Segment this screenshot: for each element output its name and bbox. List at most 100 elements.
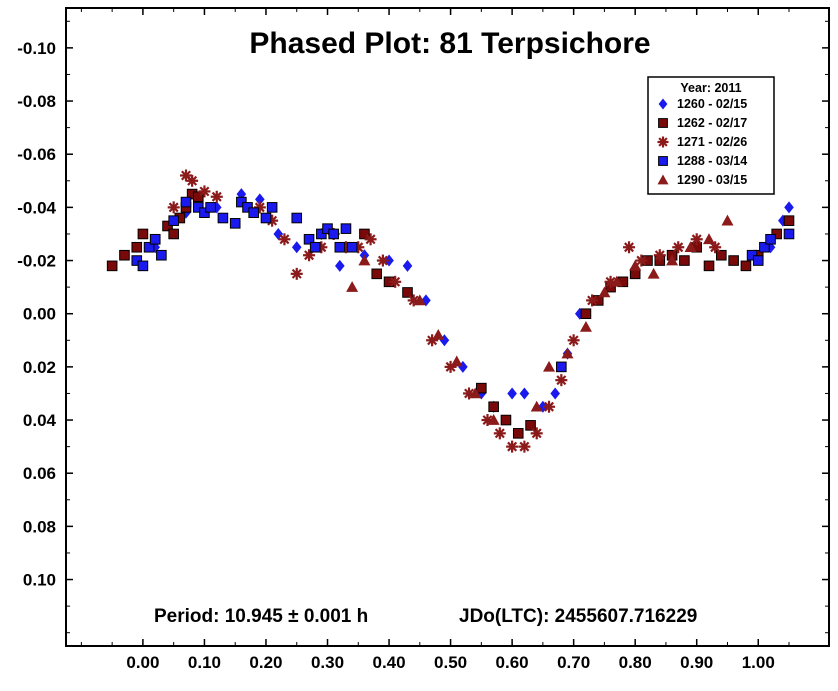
data-point-series-4 bbox=[322, 223, 333, 234]
legend-entry-4: 1288 - 03/14 bbox=[677, 154, 747, 168]
data-point-series-1 bbox=[421, 294, 431, 307]
data-point-series-5 bbox=[610, 275, 623, 287]
data-point-series-5 bbox=[450, 355, 463, 367]
legend-entry-3: 1271 - 02/26 bbox=[677, 135, 747, 149]
x-tick-label: 0.40 bbox=[372, 653, 405, 672]
data-point-series-4 bbox=[556, 361, 567, 373]
data-point-series-4 bbox=[291, 212, 303, 224]
data-point-series-4 bbox=[260, 212, 272, 224]
x-tick-label: 0.00 bbox=[126, 653, 159, 672]
x-axis: 0.00 0.10 0.20 0.30 0.40 0.50 0.60 0.70 0.80 0.90… bbox=[80, 8, 790, 672]
data-point-series-2 bbox=[500, 414, 512, 426]
x-tick-label: 0.30 bbox=[311, 653, 344, 672]
data-point-series-4 bbox=[783, 228, 795, 240]
data-point-series-1 bbox=[335, 259, 345, 272]
data-point-series-4 bbox=[759, 241, 770, 253]
data-point-series-5 bbox=[358, 254, 371, 266]
y-tick-label: 0.00 bbox=[23, 305, 56, 324]
data-point-series-2 bbox=[359, 228, 370, 240]
data-point-series-3 bbox=[290, 267, 303, 280]
data-point-series-5 bbox=[543, 360, 556, 372]
x-tick-label: 0.70 bbox=[557, 653, 590, 672]
y-tick-label: -0.08 bbox=[17, 92, 56, 111]
data-point-series-4 bbox=[340, 223, 352, 234]
data-point-series-3 bbox=[167, 201, 180, 214]
data-point-series-4 bbox=[242, 202, 253, 213]
data-point-series-2 bbox=[192, 191, 204, 203]
data-point-series-3 bbox=[530, 427, 543, 440]
data-point-series-2 bbox=[488, 401, 499, 413]
data-point-series-2 bbox=[371, 268, 383, 280]
data-point-series-4 bbox=[131, 255, 143, 266]
y-tick-label: -0.06 bbox=[17, 145, 56, 164]
y-tick-label: -0.10 bbox=[17, 39, 56, 58]
data-point-series-3 bbox=[186, 174, 199, 187]
data-point-series-4 bbox=[248, 207, 259, 218]
y-tick-label: -0.02 bbox=[17, 252, 56, 271]
data-point-series-5 bbox=[703, 233, 716, 245]
data-point-series-2 bbox=[402, 287, 413, 298]
legend-entry-2: 1262 - 02/17 bbox=[677, 116, 747, 130]
x-tick-label: 0.80 bbox=[619, 653, 652, 672]
data-point-series-1 bbox=[519, 387, 530, 400]
data-point-series-3 bbox=[389, 275, 402, 288]
data-point-series-3 bbox=[506, 440, 519, 453]
data-point-series-2 bbox=[168, 228, 179, 240]
y-tick-label: 0.02 bbox=[23, 358, 56, 377]
data-point-series-1 bbox=[538, 400, 548, 413]
data-point-series-3 bbox=[198, 185, 211, 198]
data-point-series-3 bbox=[278, 233, 291, 246]
data-point-series-4 bbox=[217, 212, 229, 224]
data-point-series-1 bbox=[255, 193, 265, 206]
data-point-series-2 bbox=[580, 308, 592, 320]
data-point-series-4 bbox=[765, 233, 776, 245]
data-point-series-5 bbox=[721, 214, 734, 226]
data-point-series-5 bbox=[561, 347, 574, 359]
y-tick-label: 0.08 bbox=[23, 517, 56, 536]
x-tick-label: 0.10 bbox=[188, 653, 221, 672]
epoch-label: JDo(LTC): 2455607.716229 bbox=[459, 606, 697, 627]
data-point-series-4 bbox=[192, 202, 204, 213]
data-point-series-1 bbox=[507, 387, 517, 400]
data-point-series-4 bbox=[205, 202, 216, 213]
data-point-series-4 bbox=[746, 249, 758, 261]
legend-marker-1 bbox=[658, 98, 668, 110]
data-point-series-4 bbox=[137, 260, 149, 272]
legend-entry-5: 1290 - 03/15 bbox=[677, 173, 747, 187]
data-point-series-5 bbox=[598, 286, 611, 298]
data-point-series-2 bbox=[716, 249, 727, 261]
data-point-series-4 bbox=[346, 241, 358, 253]
legend: Year: 2011 1260 - 02/15 1262 - 02/17 1271 … bbox=[647, 76, 775, 195]
y-axis: -0.10 -0.08 -0.06 -0.04 -0.02 0.00 0.02 0.04 0.0… bbox=[17, 20, 829, 634]
legend-entry-1: 1260 - 02/15 bbox=[677, 97, 747, 111]
data-point-series-3 bbox=[586, 294, 599, 307]
legend-title: Year: 2011 bbox=[680, 81, 741, 95]
x-tick-label: 0.20 bbox=[249, 653, 282, 672]
data-point-series-4 bbox=[180, 196, 192, 208]
data-point-series-3 bbox=[364, 233, 377, 246]
data-point-series-2 bbox=[771, 228, 782, 240]
data-point-series-5 bbox=[469, 387, 482, 399]
data-point-series-5 bbox=[666, 254, 679, 266]
data-point-series-4 bbox=[149, 233, 161, 245]
legend-marker-2 bbox=[658, 118, 668, 128]
data-point-series-2 bbox=[525, 420, 536, 431]
legend-marker-5 bbox=[657, 174, 669, 185]
data-point-series-4 bbox=[334, 241, 346, 253]
x-tick-label: 0.50 bbox=[434, 653, 467, 672]
data-point-series-4 bbox=[303, 233, 315, 245]
data-point-series-5 bbox=[579, 321, 592, 332]
data-point-series-2 bbox=[162, 220, 173, 232]
data-point-series-5 bbox=[647, 267, 660, 279]
data-point-series-2 bbox=[131, 241, 143, 253]
legend-box bbox=[647, 76, 775, 195]
data-point-series-4 bbox=[168, 215, 179, 226]
x-tick-label: 0.90 bbox=[680, 653, 713, 672]
data-point-series-3 bbox=[376, 254, 389, 267]
data-point-series-1 bbox=[291, 241, 302, 254]
data-point-series-2 bbox=[137, 228, 149, 240]
data-point-series-2 bbox=[679, 255, 690, 266]
data-point-series-5 bbox=[413, 294, 426, 306]
data-point-series-3 bbox=[672, 241, 685, 254]
